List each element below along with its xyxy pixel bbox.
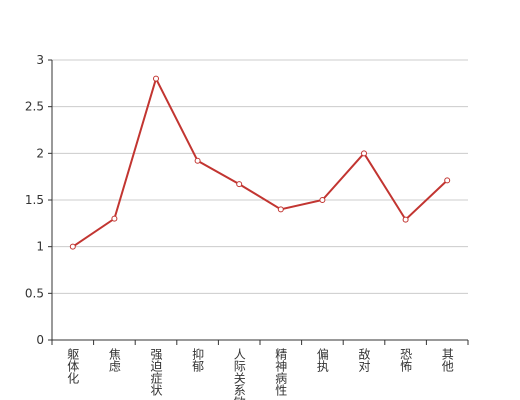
x-tick-label: 抑郁 [191, 347, 205, 373]
point [444, 177, 451, 184]
x-tick-label: 精神病性 [274, 348, 288, 397]
x-tick-label: 敌对 [357, 347, 371, 372]
x-tick-label: 其他 [440, 348, 454, 372]
point [319, 197, 326, 203]
point [277, 206, 284, 213]
line [72, 75, 448, 248]
point [69, 243, 76, 250]
point [153, 75, 159, 82]
y-tick-label: 0 [36, 333, 44, 347]
y-tick-label: 1 [36, 240, 44, 254]
y-tick-label: 1.5 [25, 193, 44, 207]
x-tick-label: 躯体化 [66, 347, 80, 385]
point [402, 216, 409, 223]
x-tick-label: 偏执 [315, 347, 329, 373]
point [361, 150, 367, 157]
y-tick-label: 0.5 [25, 286, 44, 300]
x-tick-label: 恐怖 [399, 348, 413, 372]
point [194, 157, 201, 164]
x-tick-label: 人际关系敏感 [232, 348, 246, 400]
point [236, 181, 243, 188]
x-tick-label: 焦虑 [107, 348, 121, 372]
y-tick-label: 2.5 [25, 100, 44, 114]
point [111, 215, 118, 222]
x-tick-label: 强迫症状 [149, 348, 163, 396]
y-tick-label: 3 [36, 53, 44, 67]
y-tick-label: 2 [36, 146, 44, 160]
